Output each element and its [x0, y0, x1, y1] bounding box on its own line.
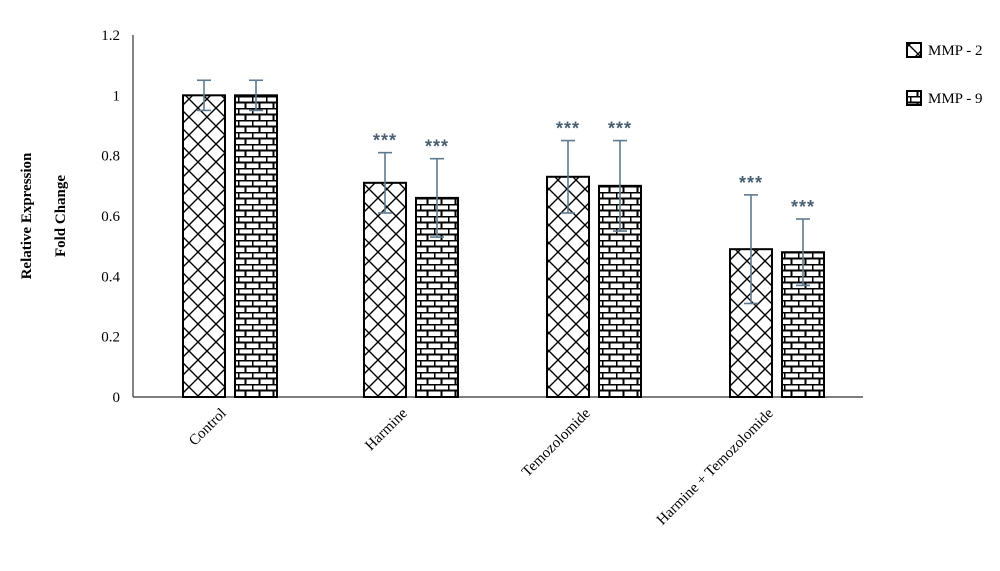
x-tick-label: Control [186, 406, 230, 450]
x-tick-label: Harmine + Temozolomide [654, 405, 777, 528]
error-bars [197, 79, 810, 305]
y-tick-label: 0 [113, 390, 121, 406]
bar-mmp2 [363, 181, 407, 398]
y-tick-label: 1.2 [101, 28, 120, 44]
y-tick-label: 0.4 [101, 269, 120, 285]
x-tick-label: Temozolomide [519, 405, 594, 480]
significance-markers: *** *** *** *** *** *** [373, 119, 815, 217]
bars [182, 94, 825, 398]
significance-label: *** [425, 137, 449, 157]
y-axis-label: Fold Change [53, 175, 69, 257]
bar-mmp9 [234, 94, 278, 398]
legend: MMP - 2 MMP - 9 [906, 42, 982, 107]
y-axis-label: Relative Expression [19, 152, 35, 279]
x-tick-label: Harmine [362, 405, 411, 454]
legend-label: MMP - 9 [928, 91, 982, 107]
legend-swatch-mmp9 [906, 90, 922, 106]
bar-mmp2 [182, 94, 226, 398]
legend-label: MMP - 2 [928, 43, 982, 59]
category-labels: Control Harmine Temozolomide Harmine + Temo… [186, 405, 777, 528]
y-tick-label: 0.2 [101, 330, 120, 346]
y-tick-label: 1 [113, 88, 121, 104]
significance-label: *** [608, 119, 632, 139]
y-tick-label: 0.8 [101, 149, 120, 165]
bar-mmp2 [546, 175, 590, 398]
significance-label: *** [373, 131, 397, 151]
legend-swatch-mmp2 [906, 42, 922, 58]
y-tick-label: 0.6 [101, 209, 120, 225]
significance-label: *** [739, 173, 763, 193]
significance-label: *** [556, 119, 580, 139]
significance-label: *** [791, 197, 815, 217]
